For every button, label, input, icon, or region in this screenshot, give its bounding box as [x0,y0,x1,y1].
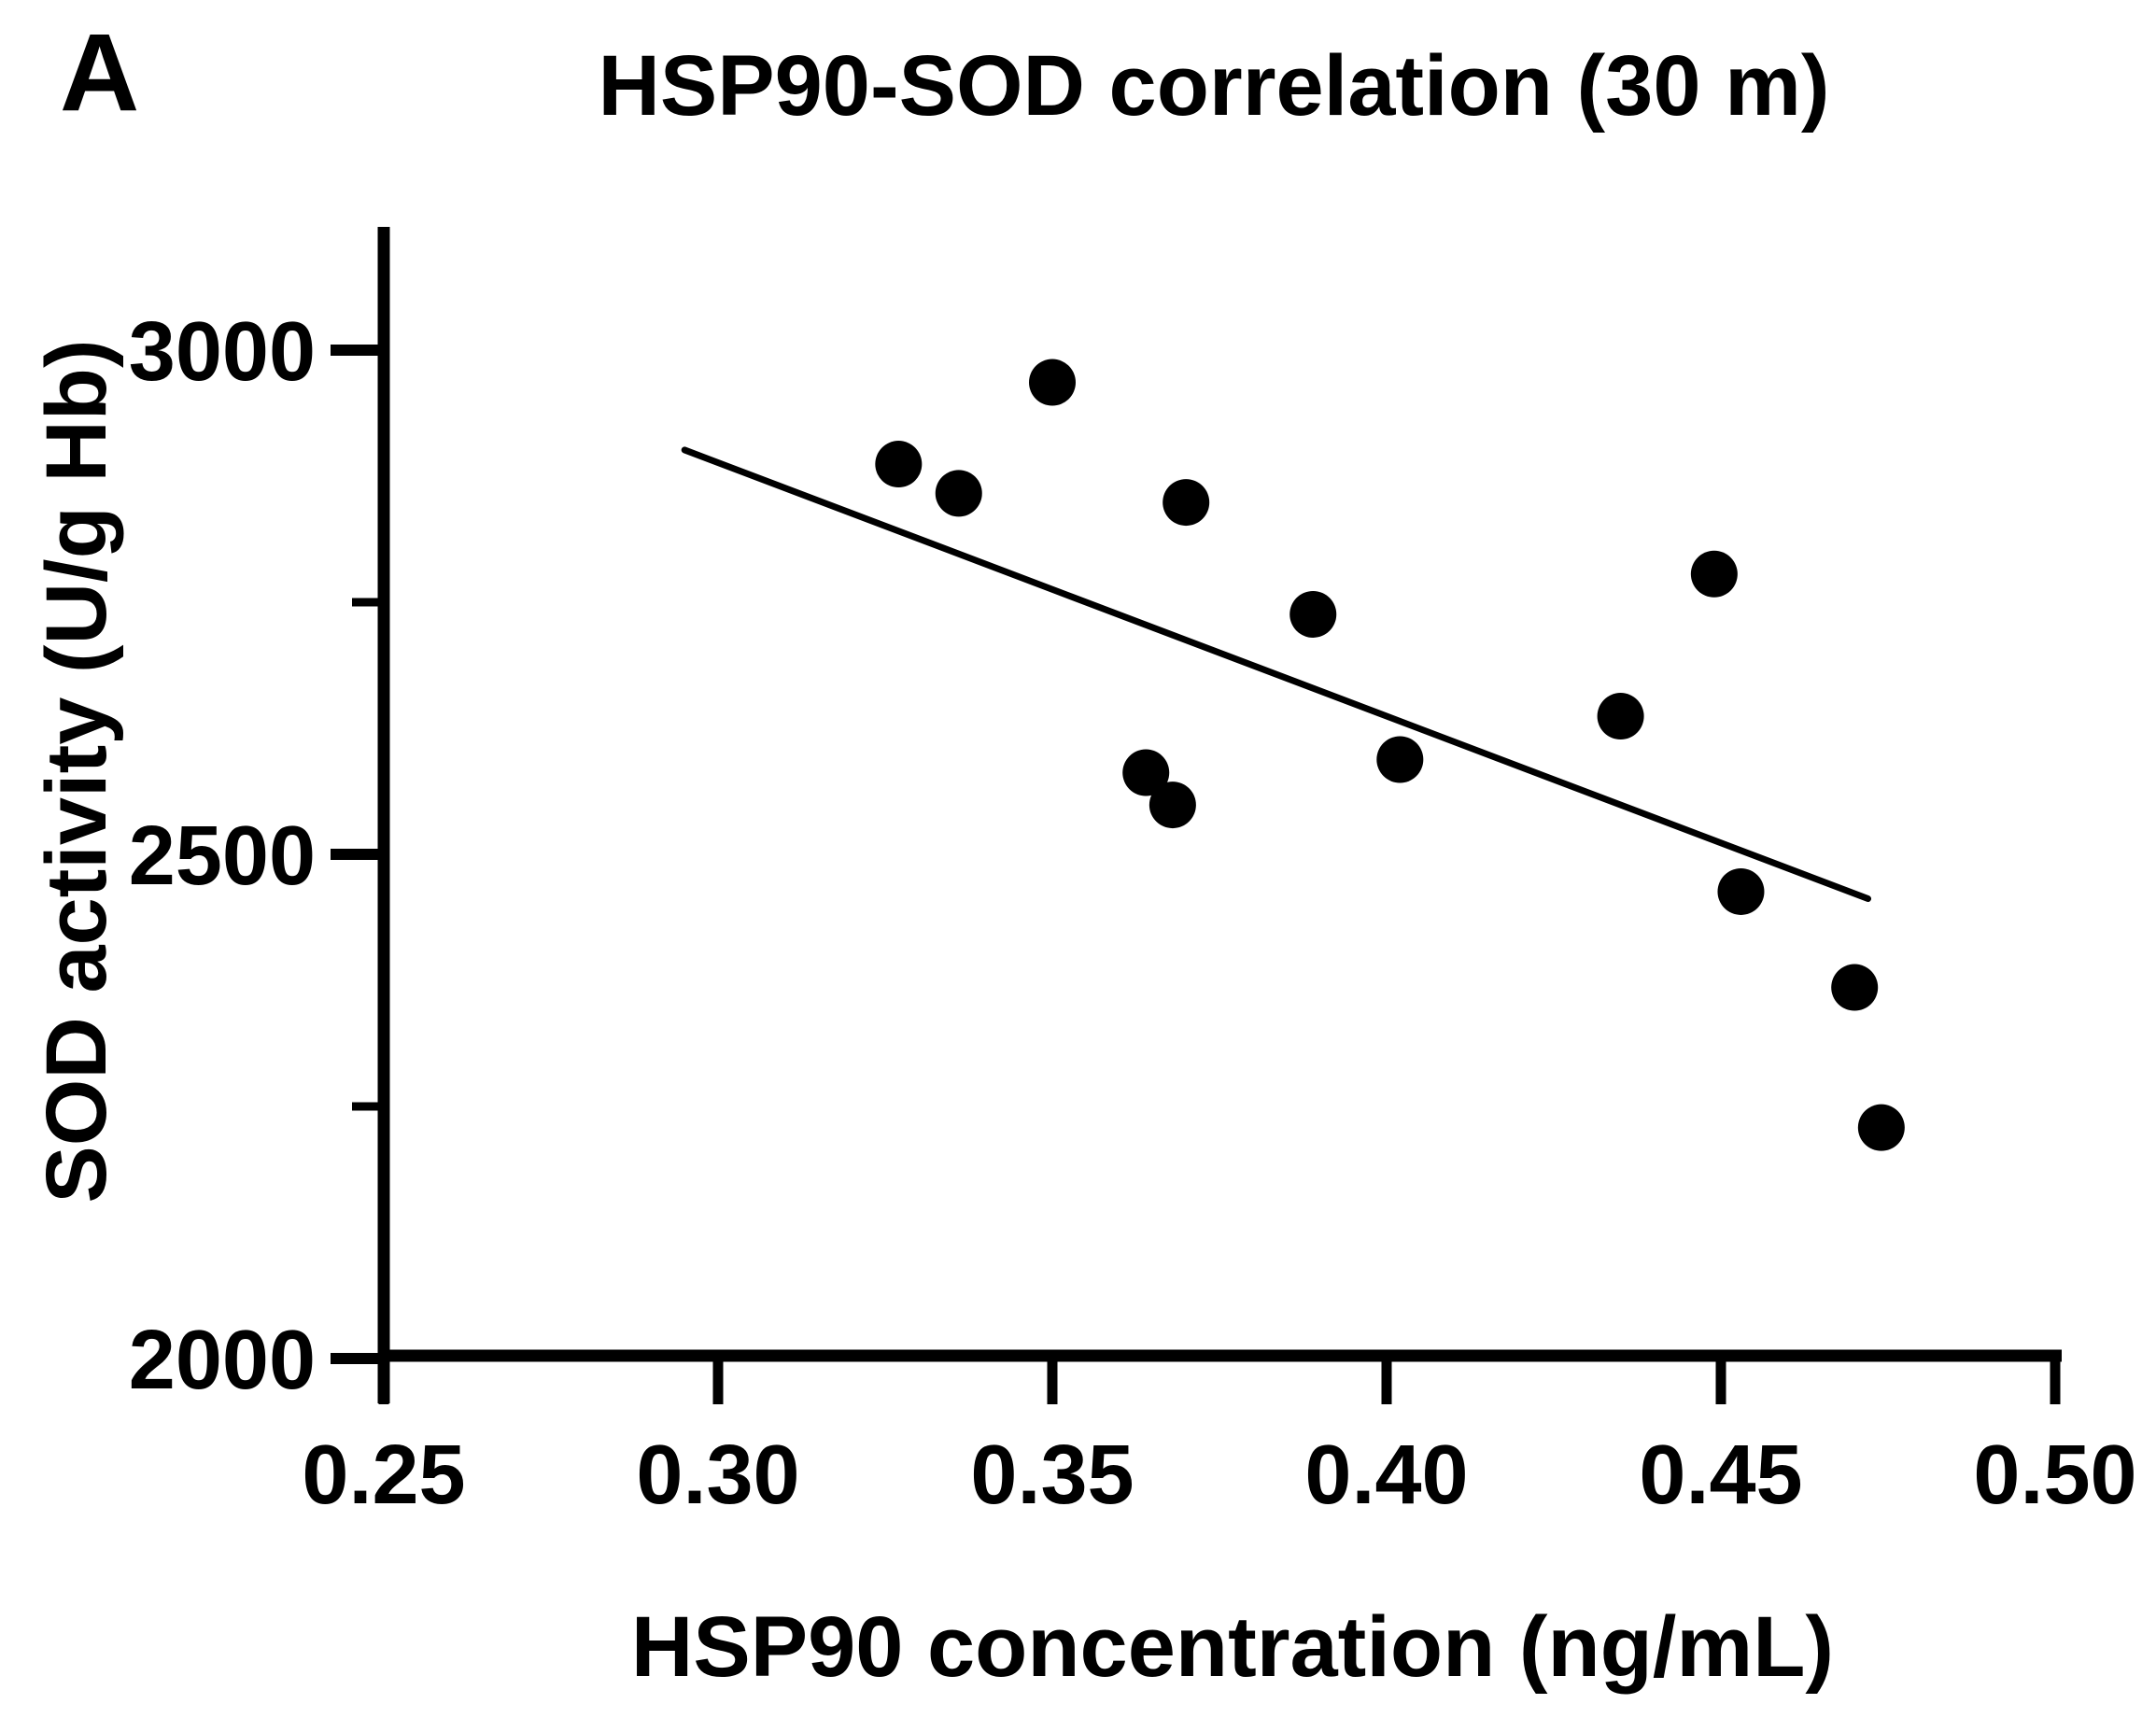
y-tick-label: 3000 [129,305,316,399]
x-tick-label: 0.50 [1973,1429,2136,1522]
data-point [1376,736,1424,783]
data-point [1163,479,1210,527]
data-point [1597,693,1644,740]
data-point [1289,590,1337,638]
x-tick-label: 0.30 [636,1429,799,1522]
y-tick-label: 2000 [129,1314,316,1407]
data-point [1831,964,1879,1011]
data-point [1029,359,1076,406]
panel-label: A [60,11,139,134]
data-point [1148,782,1196,829]
y-minor-ticks [352,598,384,1111]
chart-title: HSP90-SOD correlation (30 m) [598,38,1829,134]
data-point [875,441,923,488]
data-point [1690,550,1738,598]
y-tick-labels: 3000 2500 2000 [129,305,316,1407]
trend-line [681,446,1872,903]
y-axis-label: SOD activity (U/g Hb) [29,339,124,1203]
x-tick-label: 0.40 [1304,1429,1468,1522]
x-tick-label: 0.45 [1639,1429,1802,1522]
data-point [1717,867,1765,915]
trend-line-group [681,446,1872,903]
x-tick-label: 0.35 [970,1429,1134,1522]
y-tick-label: 2500 [129,810,316,903]
x-tick-label: 0.25 [302,1429,465,1522]
y-major-ticks [331,345,384,1364]
data-points-group [875,359,1905,1151]
x-axis-label: HSP90 concentration (ng/mL) [631,1599,1834,1695]
data-point [935,470,982,517]
x-tick-labels: 0.25 0.30 0.35 0.40 0.45 0.50 [302,1429,2136,1522]
x-tick-marks [378,1356,2061,1404]
data-point [1122,749,1170,796]
data-point [1857,1104,1905,1151]
